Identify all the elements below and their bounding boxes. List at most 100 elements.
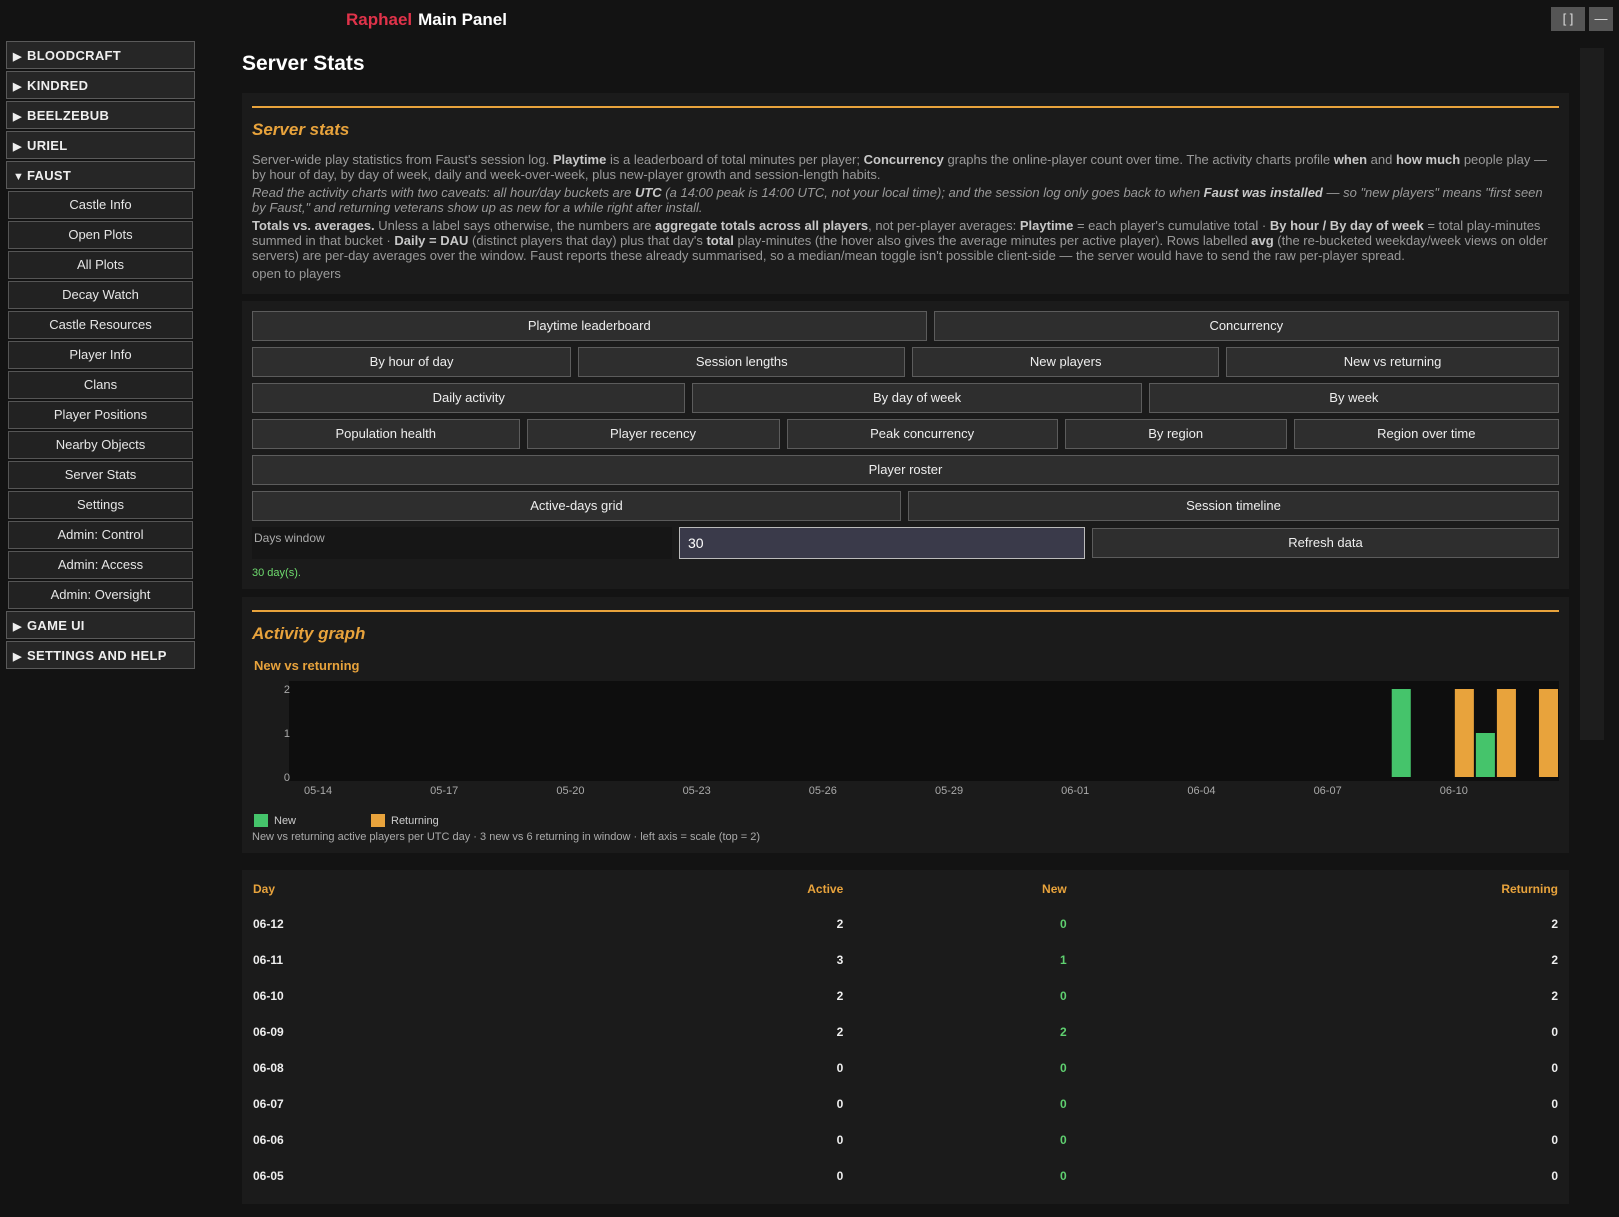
- table-row: 06-12 2 0 2: [252, 906, 1559, 942]
- controls-panel: Playtime leaderboard Concurrency By hour o…: [242, 301, 1569, 589]
- sidebar-section[interactable]: ▶ SETTINGS AND HELP: [6, 641, 195, 669]
- description: Server-wide play statistics from Faust's…: [252, 152, 1559, 182]
- view-button[interactable]: Peak concurrency: [786, 419, 1058, 449]
- button-row: Active-days grid Session timeline: [252, 491, 1560, 521]
- sidebar-item[interactable]: Player Positions: [8, 401, 193, 429]
- text-segment: how much: [1395, 152, 1461, 167]
- view-button[interactable]: Player recency: [526, 419, 780, 449]
- sidebar-item[interactable]: Castle Info: [8, 191, 193, 219]
- text-segment: Server-wide play statistics from Faust's…: [252, 152, 553, 167]
- column-header[interactable]: Active: [807, 882, 844, 896]
- divider: [252, 106, 1559, 108]
- expand-icon: ▶: [13, 51, 22, 63]
- y-tick-label: 2: [284, 684, 290, 696]
- sidebar-item[interactable]: Player Info: [8, 341, 193, 369]
- sidebar-section[interactable]: ▶ URIEL: [6, 131, 195, 159]
- table-panel: Day Active New Returning 06-12 2 0 2 06-11 3 1 2 06-…: [242, 870, 1569, 1204]
- scrollbar[interactable]: [1580, 48, 1604, 740]
- table-cell: 06-11: [253, 953, 284, 967]
- view-button[interactable]: Playtime leaderboard: [252, 311, 927, 341]
- sidebar-section[interactable]: ▼ FAUST: [6, 161, 195, 189]
- view-button[interactable]: Player roster: [252, 455, 1559, 485]
- sidebar-item[interactable]: Admin: Control: [8, 521, 193, 549]
- sidebar-section[interactable]: ▶ GAME UI: [6, 611, 195, 639]
- sidebar-item[interactable]: Open Plots: [8, 221, 193, 249]
- table-row: 06-10 2 0 2: [252, 978, 1559, 1014]
- view-button[interactable]: Session lengths: [578, 347, 906, 377]
- sidebar-item[interactable]: All Plots: [8, 251, 193, 279]
- x-tick-label: 05-14: [304, 785, 332, 797]
- y-tick-label: 1: [284, 728, 290, 740]
- view-button[interactable]: By hour of day: [252, 347, 572, 377]
- text-segment: when: [1333, 152, 1368, 167]
- sidebar-item[interactable]: Server Stats: [8, 461, 193, 489]
- chart-title: New vs returning: [254, 658, 360, 673]
- text-segment: UTC: [634, 185, 662, 200]
- sidebar-section[interactable]: ▶ KINDRED: [6, 71, 195, 99]
- chart-caption: New vs returning active players per UTC …: [252, 831, 761, 843]
- expand-icon: ▼: [13, 171, 25, 183]
- view-button[interactable]: Active-days grid: [252, 491, 901, 521]
- view-button[interactable]: New vs returning: [1226, 347, 1559, 377]
- refresh-button[interactable]: Refresh data: [1092, 528, 1559, 558]
- view-button[interactable]: By day of week: [692, 383, 1142, 413]
- bar: [1475, 733, 1495, 777]
- days-input[interactable]: 30: [679, 527, 1085, 559]
- sidebar-section[interactable]: ▶ BEELZEBUB: [6, 101, 195, 129]
- table-cell: 2: [1551, 917, 1558, 931]
- table-cell: 0: [1551, 1097, 1558, 1111]
- view-button[interactable]: Daily activity: [252, 383, 686, 413]
- column-header[interactable]: New: [1042, 882, 1067, 896]
- text-segment: Playtime: [552, 152, 607, 167]
- text-segment: open to players: [252, 266, 341, 281]
- sidebar-item[interactable]: Admin: Oversight: [8, 581, 193, 609]
- view-button[interactable]: Population health: [252, 419, 520, 449]
- view-button[interactable]: Region over time: [1293, 419, 1559, 449]
- table-cell: 0: [836, 1169, 844, 1183]
- table-cell: 2: [836, 917, 844, 931]
- text-segment: is a leaderboard of total minutes per pl…: [606, 152, 864, 167]
- expand-icon: ▶: [13, 651, 22, 663]
- chart: 0 1 2 05-14 05-17 05-20 05-23 05-26 05-29 06-01 06…: [284, 681, 1559, 797]
- window-button[interactable]: [ ]: [1551, 7, 1585, 31]
- text-segment: = total play-minutes summed in that buck…: [252, 218, 1541, 248]
- sidebar-item[interactable]: Admin: Access: [8, 551, 193, 579]
- table-cell: 0: [1060, 1169, 1067, 1183]
- view-button[interactable]: By region: [1064, 419, 1287, 449]
- table-cell: 06-05: [253, 1169, 284, 1183]
- x-tick-label: 06-07: [1314, 785, 1342, 797]
- sidebar-item[interactable]: Castle Resources: [8, 311, 193, 339]
- view-button[interactable]: New players: [912, 347, 1220, 377]
- view-button[interactable]: Session timeline: [907, 491, 1560, 521]
- text-segment: Concurrency: [863, 152, 944, 167]
- sidebar-section[interactable]: ▶ BLOODCRAFT: [6, 41, 195, 69]
- sidebar-item[interactable]: Decay Watch: [8, 281, 193, 309]
- text-segment: total: [706, 233, 734, 248]
- table-cell: 06-10: [253, 989, 284, 1003]
- text-segment: aggregate totals across all players: [654, 218, 869, 233]
- expand-icon: ▶: [13, 111, 22, 123]
- text-segment: = each player's cumulative total ·: [1073, 218, 1270, 233]
- section-label: BEELZEBUB: [27, 108, 110, 123]
- main-content: Server Stats Server stats Server-wide pl…: [242, 0, 1569, 1204]
- bar: [1454, 689, 1474, 777]
- table-cell: 1: [1060, 953, 1067, 967]
- sidebar-item[interactable]: Clans: [8, 371, 193, 399]
- column-header[interactable]: Day: [253, 882, 276, 896]
- plot-area: [289, 681, 1559, 781]
- window-button[interactable]: —: [1589, 7, 1613, 31]
- text-segment: By hour / By day of week: [1269, 218, 1424, 233]
- legend-label: New: [274, 814, 297, 827]
- sidebar-item[interactable]: Nearby Objects: [8, 431, 193, 459]
- section-heading: Activity graph: [252, 624, 366, 643]
- text-segment: graphs the online-player count over time…: [943, 152, 1334, 167]
- section-label: KINDRED: [27, 78, 89, 93]
- table-cell: 0: [1060, 917, 1067, 931]
- view-button[interactable]: Concurrency: [933, 311, 1559, 341]
- sidebar-item[interactable]: Settings: [8, 491, 193, 519]
- table-row: 06-07 0 0 0: [252, 1086, 1559, 1122]
- column-header[interactable]: Returning: [1501, 882, 1558, 896]
- description: Read the activity charts with two caveat…: [252, 185, 1559, 215]
- view-button[interactable]: By week: [1148, 383, 1560, 413]
- table-cell: 0: [1551, 1061, 1558, 1075]
